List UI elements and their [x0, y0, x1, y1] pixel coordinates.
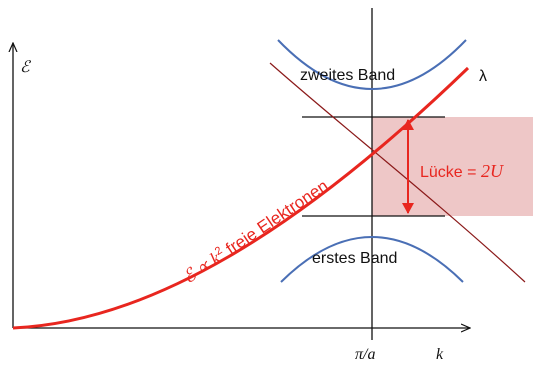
lower-band-label: erstes Band — [312, 250, 397, 267]
free-electron-label: ℰ ∝ k2 freie Elektronen — [179, 175, 332, 287]
free-electron-curve — [12, 66, 470, 330]
gap-label: Lücke = 2U — [420, 161, 504, 181]
lambda-curve — [269, 62, 526, 283]
lambda-label: λ — [479, 68, 487, 85]
k-axis-label: k — [436, 346, 444, 363]
lower-band-curve — [280, 236, 464, 283]
energy-axis-label: ℰ — [20, 59, 32, 76]
upper-band-curve — [277, 39, 467, 90]
free-curve-exponent: 2 — [213, 245, 225, 258]
gap-label-text: Lücke = — [420, 164, 481, 181]
gap-label-value: 2U — [481, 161, 504, 181]
upper-band-label: zweites Band — [300, 67, 395, 84]
pi-over-a-label: π/a — [355, 346, 375, 363]
free-curve-text: freie Elektronen — [218, 176, 331, 261]
